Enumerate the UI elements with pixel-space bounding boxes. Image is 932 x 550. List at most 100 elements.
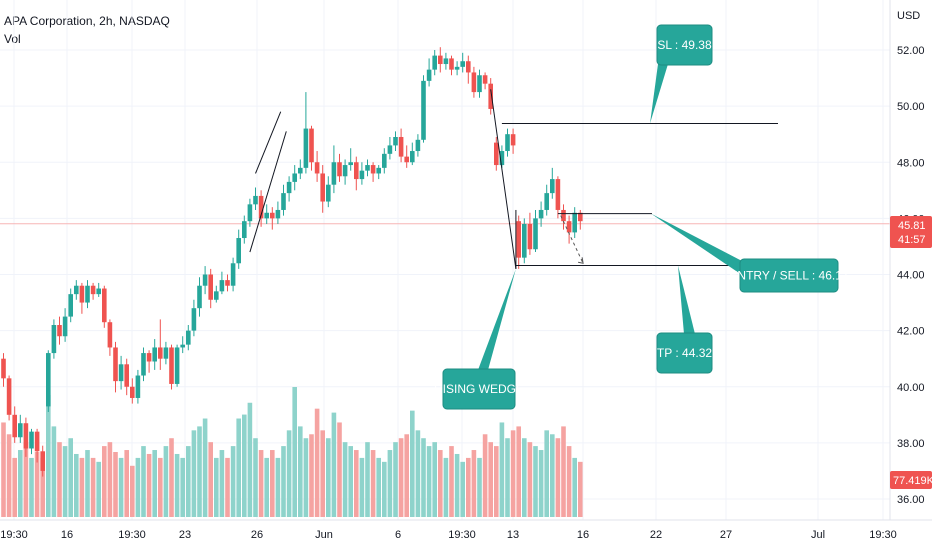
volume-bar (12, 457, 17, 517)
candle-body (393, 136, 398, 146)
candle-body (522, 223, 527, 258)
candle-body (174, 347, 180, 384)
price-tick-label: 38.00 (897, 438, 925, 450)
volume-bar (158, 457, 163, 517)
candle-body (578, 212, 583, 222)
candle-body (242, 221, 247, 239)
price-tick-label: 42.00 (897, 326, 925, 338)
candle-body (488, 83, 493, 109)
candle-body (23, 423, 29, 449)
tp-callout: TP : 44.32 (656, 265, 713, 374)
price-tick-label: 44.00 (897, 270, 925, 282)
candle-body (572, 212, 577, 233)
candle-body (505, 134, 510, 152)
volume-bar (57, 442, 62, 517)
volume-bar (180, 457, 185, 517)
last-volume-badge: 77.419K (890, 471, 932, 489)
volume-bar (454, 453, 460, 517)
candle-body (326, 184, 331, 202)
time-tick-label: Jun (315, 529, 333, 541)
candle-body (12, 414, 17, 438)
volume-bar (152, 450, 157, 517)
candle-body (253, 195, 258, 205)
volume-bar (219, 450, 225, 517)
volume-bar (578, 461, 583, 517)
volume-bar (566, 446, 572, 517)
volume-bar (51, 426, 57, 517)
volume-bar (253, 438, 258, 517)
entry-callout-pointer (651, 213, 742, 275)
candle-body (298, 167, 303, 174)
candle-body (1, 358, 6, 379)
candle-body (208, 274, 213, 300)
volume-bar (74, 453, 79, 517)
price-tick-label: 52.00 (897, 45, 925, 57)
volume-bar (191, 430, 197, 517)
candle-body (29, 431, 34, 449)
volume-bar (561, 426, 566, 517)
candle-body (270, 212, 275, 219)
entry-callout-text: ENTRY / SELL : 46.17 (729, 269, 849, 283)
volume-bar (85, 450, 90, 517)
volume-bar (544, 430, 549, 517)
volume-bar (538, 450, 544, 517)
candle-body (46, 353, 51, 407)
volume-bar (113, 452, 118, 517)
candle-body (230, 263, 236, 286)
volume-bar (460, 461, 465, 517)
last-price-badge: 45.81 41:57 (890, 216, 932, 248)
candle-body (96, 288, 101, 295)
volume-bar (432, 442, 437, 517)
breakdown-trendline (490, 89, 517, 269)
candle-body (258, 195, 264, 219)
candle-body (264, 212, 269, 219)
currency-label: USD (897, 10, 920, 22)
candle-body (180, 344, 185, 348)
candle-body (438, 55, 443, 65)
candle-body (376, 167, 381, 174)
candle-body (74, 285, 79, 295)
volume-bar (572, 457, 577, 517)
time-tick-label: 16 (577, 529, 589, 541)
bar-countdown: 41:57 (898, 234, 926, 246)
candle-body (191, 308, 197, 331)
candle-body (510, 134, 516, 146)
candle-body (466, 61, 471, 73)
candle-body (544, 193, 549, 210)
tp-callout-text: TP : 44.32 (657, 346, 712, 360)
volume-bar (466, 457, 471, 517)
candle-body (51, 325, 57, 354)
candle-body (135, 375, 141, 398)
candle-body (314, 162, 320, 174)
candle-body (421, 80, 426, 140)
candle-body (225, 280, 230, 286)
candle-body (34, 431, 40, 452)
candle-body (449, 58, 454, 70)
volume-bar (124, 450, 129, 517)
candle-body (533, 218, 538, 250)
price-tick-label: 50.00 (897, 101, 925, 113)
volume-bar (505, 438, 510, 517)
volume-bar (169, 438, 174, 517)
entry-callout-box (739, 258, 839, 293)
price-axis[interactable]: 52.0050.0048.0046.0044.0042.0040.0038.00… (897, 45, 925, 506)
volume-bar (34, 452, 40, 517)
candle-body (516, 221, 521, 258)
candle-body (118, 364, 124, 382)
tp-callout-pointer (678, 265, 695, 334)
candle-body (404, 156, 409, 163)
candle-body (286, 181, 292, 194)
candle-body (454, 66, 460, 70)
volume-bar (550, 434, 555, 517)
candle-body (18, 423, 23, 438)
volume-bar (40, 457, 45, 517)
volume-bar (376, 457, 381, 517)
volume-bar (533, 446, 538, 517)
candle-body (477, 75, 482, 93)
time-axis[interactable]: 19:30 16 19:30 23 26 Jun 6 19:30 13 16 22 27 Jul 19:3… (0, 529, 897, 541)
candle-body (359, 170, 365, 180)
volume-bar (365, 442, 370, 517)
candle-body (247, 204, 253, 222)
candle-body (113, 347, 118, 382)
